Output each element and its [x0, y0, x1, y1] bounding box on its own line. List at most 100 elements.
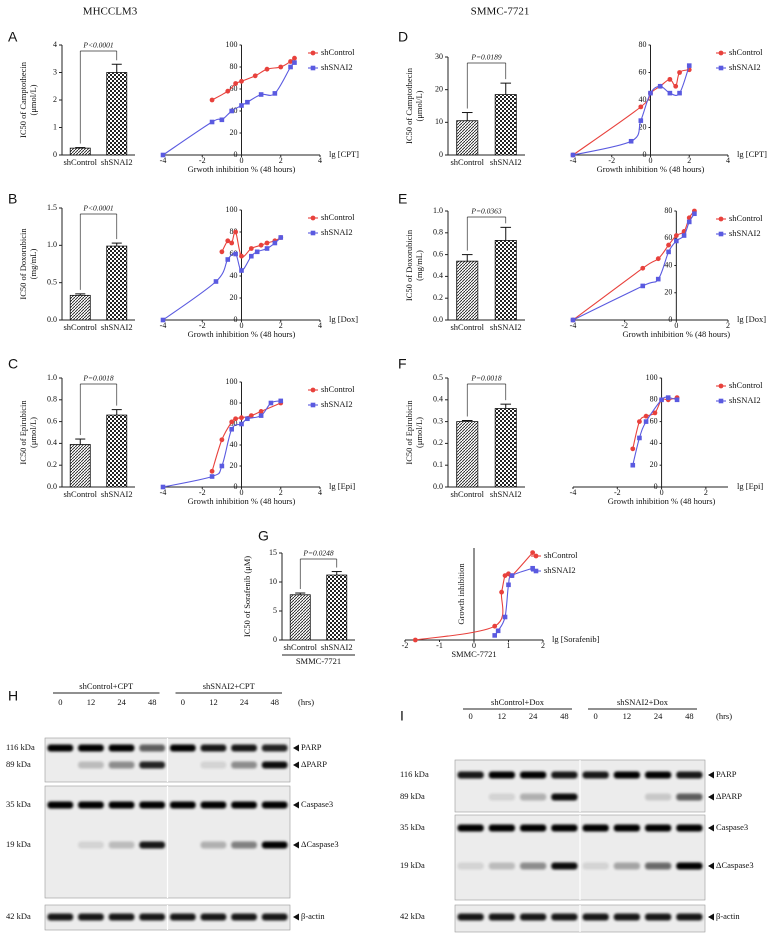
y-tick-label: 1.0 — [47, 373, 57, 382]
x-unit: lg [CPT] — [329, 149, 359, 159]
point — [637, 435, 642, 441]
x-tick-label: 0 — [649, 156, 653, 165]
point — [219, 463, 225, 469]
y-axis-label: Growth inhibition — [456, 563, 466, 625]
group-label: shSNAI2+Dox — [617, 697, 669, 707]
band — [169, 744, 196, 752]
y-tick-label: 40 — [650, 438, 658, 447]
y-tick-label: 80 — [664, 206, 672, 215]
x-axis-label: Growth inhibition % (48 hours) — [188, 496, 296, 506]
band — [676, 793, 703, 801]
point — [677, 70, 682, 75]
y-tick-label: 0 — [53, 150, 57, 159]
point — [278, 398, 284, 404]
marker-label: 35 kDa — [6, 799, 31, 809]
x-tick-label: shControl — [63, 157, 97, 167]
point — [239, 78, 244, 84]
y-tick-label: 0.2 — [47, 460, 57, 469]
x-tick-label: -2 — [199, 488, 206, 497]
y-tick-label: 20 — [435, 84, 443, 93]
point — [248, 413, 254, 418]
marker-label: 19 kDa — [400, 860, 425, 870]
marker-label: 116 kDa — [6, 742, 35, 752]
y-tick-label: 60 — [650, 416, 658, 425]
y-axis-label: (mg/mL) — [28, 248, 38, 279]
point — [239, 253, 244, 259]
band — [78, 801, 104, 809]
band — [551, 862, 578, 870]
x-tick-label: -2 — [199, 156, 206, 165]
point — [530, 565, 535, 571]
x-tick-label: -4 — [160, 488, 167, 497]
legend-marker — [718, 398, 724, 404]
point — [219, 117, 225, 123]
band — [488, 862, 515, 870]
legend-label: shSNAI2 — [321, 399, 353, 409]
arrow — [708, 862, 714, 870]
legend-marker — [310, 402, 316, 408]
legend-label: shSNAI2 — [729, 395, 761, 405]
point — [630, 462, 636, 468]
x-tick-label: shSNAI2 — [490, 489, 522, 499]
x-tick-label: 2 — [279, 488, 283, 497]
x-tick-label: 0 — [240, 156, 244, 165]
legend-marker — [310, 65, 316, 71]
band — [613, 824, 640, 832]
time-label: 24 — [529, 711, 538, 721]
band — [231, 841, 257, 849]
point — [229, 240, 235, 246]
point — [492, 633, 497, 638]
fit-curve — [162, 62, 295, 156]
band — [200, 801, 227, 809]
band — [488, 824, 515, 832]
x-unit: lg [Sorafenib] — [552, 634, 600, 644]
band — [488, 913, 515, 921]
bar — [106, 72, 128, 156]
x-axis-label: Growth inhibition % (48 hours) — [608, 496, 716, 506]
point — [652, 410, 658, 416]
bar — [456, 120, 479, 156]
y-tick-label: 80 — [230, 398, 238, 407]
point — [667, 90, 673, 96]
y-tick-label: 20 — [230, 461, 238, 470]
column-title: MHCCLM3 — [83, 6, 138, 18]
point — [229, 426, 234, 432]
band — [645, 862, 672, 870]
point — [643, 419, 649, 424]
x-tick-label: -2 — [621, 321, 628, 330]
x-tick-label: 4 — [726, 156, 730, 165]
point — [667, 76, 673, 82]
x-unit: lg [Epi] — [737, 481, 763, 491]
bar — [494, 240, 517, 321]
legend-label: shSNAI2 — [729, 62, 761, 72]
y-tick-label: 1 — [53, 122, 57, 131]
band — [457, 824, 484, 832]
point — [252, 73, 258, 79]
y-tick-label: 0.6 — [47, 416, 57, 425]
y-tick-label: 20 — [664, 288, 672, 297]
point — [637, 419, 642, 424]
y-axis-label: (μmol/L) — [28, 84, 38, 115]
protein-label: PARP — [301, 742, 322, 752]
y-axis-label: IC50 of Epirubicin — [18, 400, 28, 465]
point — [209, 97, 215, 103]
panel-letter: D — [398, 29, 408, 45]
fit-curve — [162, 237, 282, 321]
point — [264, 246, 270, 251]
y-axis-label: (μmol/L) — [28, 417, 38, 448]
point — [502, 614, 508, 620]
y-tick-label: 1.0 — [433, 206, 443, 215]
band — [139, 801, 166, 809]
point — [570, 317, 576, 323]
point — [677, 90, 682, 96]
band — [488, 771, 515, 779]
x-tick-label: -4 — [160, 156, 167, 165]
legend-marker — [718, 231, 724, 237]
x-tick-label: -4 — [570, 321, 577, 330]
x-tick-label: 0 — [472, 641, 476, 650]
legend-marker — [310, 215, 316, 221]
legend-marker — [310, 387, 316, 393]
band — [108, 913, 135, 921]
y-tick-label: 15 — [269, 548, 277, 557]
y-tick-label: 60 — [664, 233, 672, 242]
